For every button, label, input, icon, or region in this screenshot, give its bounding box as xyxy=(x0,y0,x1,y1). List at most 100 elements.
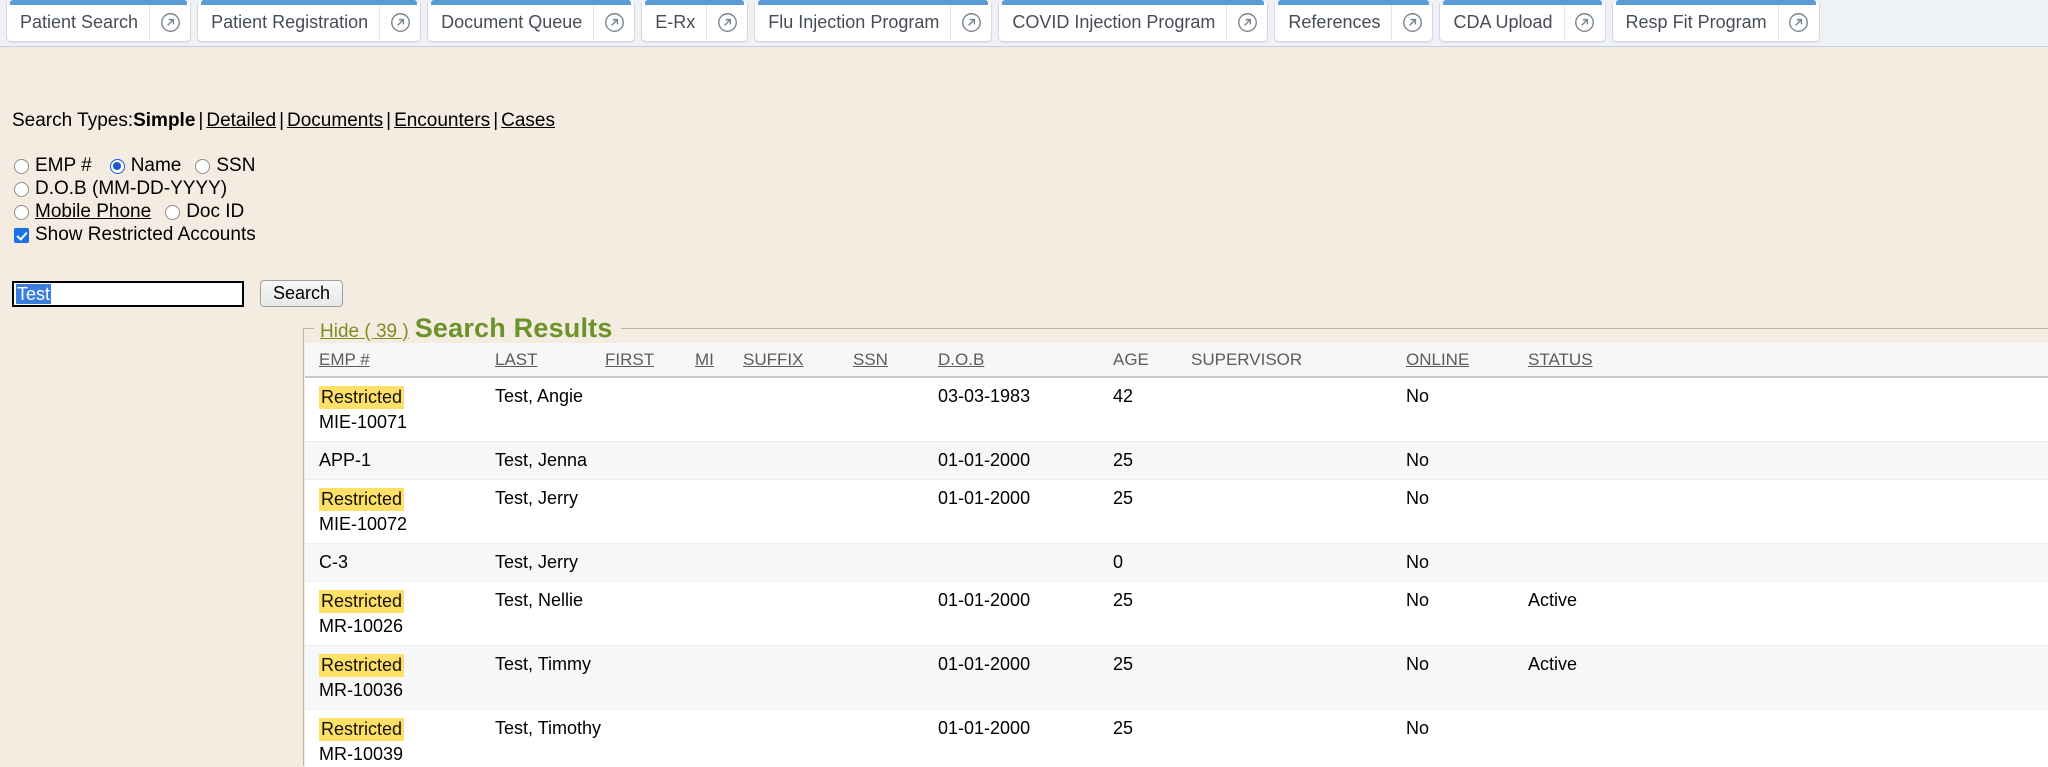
restricted-badge: Restricted xyxy=(319,718,404,741)
cell-emp[interactable]: C-3 xyxy=(305,544,481,582)
cell-last: Test, Nellie xyxy=(481,582,591,646)
cell-status xyxy=(1514,442,1674,480)
cell-online: No xyxy=(1392,377,1514,442)
tab-label: Patient Search xyxy=(7,4,149,40)
tab-references[interactable]: References xyxy=(1274,3,1433,42)
external-link-icon[interactable] xyxy=(1564,4,1605,40)
external-link-icon[interactable] xyxy=(379,4,420,40)
radio-doc-id[interactable] xyxy=(165,205,180,220)
search-type-link-detailed[interactable]: Detailed xyxy=(206,110,276,131)
radio-name[interactable] xyxy=(110,159,125,174)
column-header-dob[interactable]: D.O.B xyxy=(924,343,1099,377)
tab-resp-fit-program[interactable]: Resp Fit Program xyxy=(1612,3,1820,42)
search-types-separator-2: | xyxy=(383,110,394,131)
cell-age: 0 xyxy=(1099,544,1177,582)
external-link-icon[interactable] xyxy=(1226,4,1267,40)
tab-document-queue[interactable]: Document Queue xyxy=(427,3,635,42)
cell-online: No xyxy=(1392,646,1514,710)
cell-suffix xyxy=(729,710,839,767)
checkbox-show-restricted-accounts[interactable] xyxy=(14,228,29,243)
search-type-link-encounters[interactable]: Encounters xyxy=(394,110,490,131)
radio-label-mobile-phone[interactable]: Mobile Phone xyxy=(35,201,151,223)
tab-label: References xyxy=(1275,4,1391,40)
column-header-online[interactable]: ONLINE xyxy=(1392,343,1514,377)
cell-status xyxy=(1514,710,1674,767)
cell-emp[interactable]: APP-1 xyxy=(305,442,481,480)
column-header-first[interactable]: FIRST xyxy=(591,343,681,377)
search-button[interactable]: Search xyxy=(260,280,343,307)
external-link-icon[interactable] xyxy=(950,4,991,40)
search-type-active-simple[interactable]: Simple xyxy=(133,110,195,131)
radio-label-ssn[interactable]: SSN xyxy=(216,155,255,177)
search-type-link-cases[interactable]: Cases xyxy=(501,110,555,131)
column-header-ssn[interactable]: SSN xyxy=(839,343,924,377)
hide-results-link[interactable]: Hide ( 39 ) xyxy=(320,321,409,343)
column-header-suffix[interactable]: SUFFIX xyxy=(729,343,839,377)
tab-flu-injection-program[interactable]: Flu Injection Program xyxy=(754,3,992,42)
restricted-badge: Restricted xyxy=(319,488,404,511)
column-header-emp[interactable]: EMP # xyxy=(305,343,481,377)
restricted-badge: Restricted xyxy=(319,654,404,677)
cell-ssn xyxy=(839,646,924,710)
tab-cda-upload[interactable]: CDA Upload xyxy=(1439,3,1605,42)
cell-supervisor xyxy=(1177,377,1392,442)
cell-first xyxy=(591,377,681,442)
external-link-icon[interactable] xyxy=(1391,4,1432,40)
radio-label-name[interactable]: Name xyxy=(131,155,182,177)
cell-age: 42 xyxy=(1099,377,1177,442)
cell-mi xyxy=(681,710,729,767)
cell-first xyxy=(591,710,681,767)
column-header-status[interactable]: STATUS xyxy=(1514,343,1674,377)
cell-status xyxy=(1514,480,1674,544)
external-link-icon[interactable] xyxy=(149,4,190,40)
checkbox-label-show-restricted-accounts[interactable]: Show Restricted Accounts xyxy=(35,224,256,246)
cell-spacer xyxy=(1674,582,2048,646)
radio-label-emp-number[interactable]: EMP # xyxy=(35,155,92,177)
cell-emp[interactable]: Restricted MIE-10072 xyxy=(305,480,481,544)
column-header-mi[interactable]: MI xyxy=(681,343,729,377)
search-results-table-container[interactable]: EMP # LAST FIRST MI SUFFIX SSN D.O.B AGE… xyxy=(305,343,2048,767)
radio-dob[interactable] xyxy=(14,182,29,197)
cell-spacer xyxy=(1674,480,2048,544)
radio-label-dob[interactable]: D.O.B (MM-DD-YYYY) xyxy=(35,178,227,200)
cell-ssn xyxy=(839,377,924,442)
tab-patient-search[interactable]: Patient Search xyxy=(6,3,191,42)
tab-e-rx[interactable]: E-Rx xyxy=(641,3,748,42)
criteria-row-2: D.O.B (MM-DD-YYYY) xyxy=(14,178,270,200)
external-link-icon[interactable] xyxy=(706,4,747,40)
cell-spacer xyxy=(1674,544,2048,582)
cell-spacer xyxy=(1674,442,2048,480)
external-link-icon[interactable] xyxy=(593,4,634,40)
radio-emp-number[interactable] xyxy=(14,159,29,174)
radio-label-doc-id[interactable]: Doc ID xyxy=(186,201,244,223)
cell-first xyxy=(591,480,681,544)
search-type-link-documents[interactable]: Documents xyxy=(287,110,383,131)
radio-ssn[interactable] xyxy=(195,159,210,174)
search-input[interactable]: Test xyxy=(12,281,244,307)
cell-status: Active xyxy=(1514,582,1674,646)
search-types-label: Search Types: xyxy=(12,110,133,131)
column-header-last[interactable]: LAST xyxy=(481,343,591,377)
radio-mobile-phone[interactable] xyxy=(14,205,29,220)
cell-ssn xyxy=(839,582,924,646)
tab-patient-registration[interactable]: Patient Registration xyxy=(197,3,421,42)
search-results-table: EMP # LAST FIRST MI SUFFIX SSN D.O.B AGE… xyxy=(305,343,2048,767)
search-types-bar: Search Types:Simple|Detailed|Documents|E… xyxy=(12,110,555,132)
column-header-spacer xyxy=(1674,343,2048,377)
tab-covid-injection-program[interactable]: COVID Injection Program xyxy=(998,3,1268,42)
emp-number: MIE-10071 xyxy=(319,412,481,433)
cell-suffix xyxy=(729,480,839,544)
emp-number: MIE-10072 xyxy=(319,514,481,535)
external-link-icon[interactable] xyxy=(1778,4,1819,40)
